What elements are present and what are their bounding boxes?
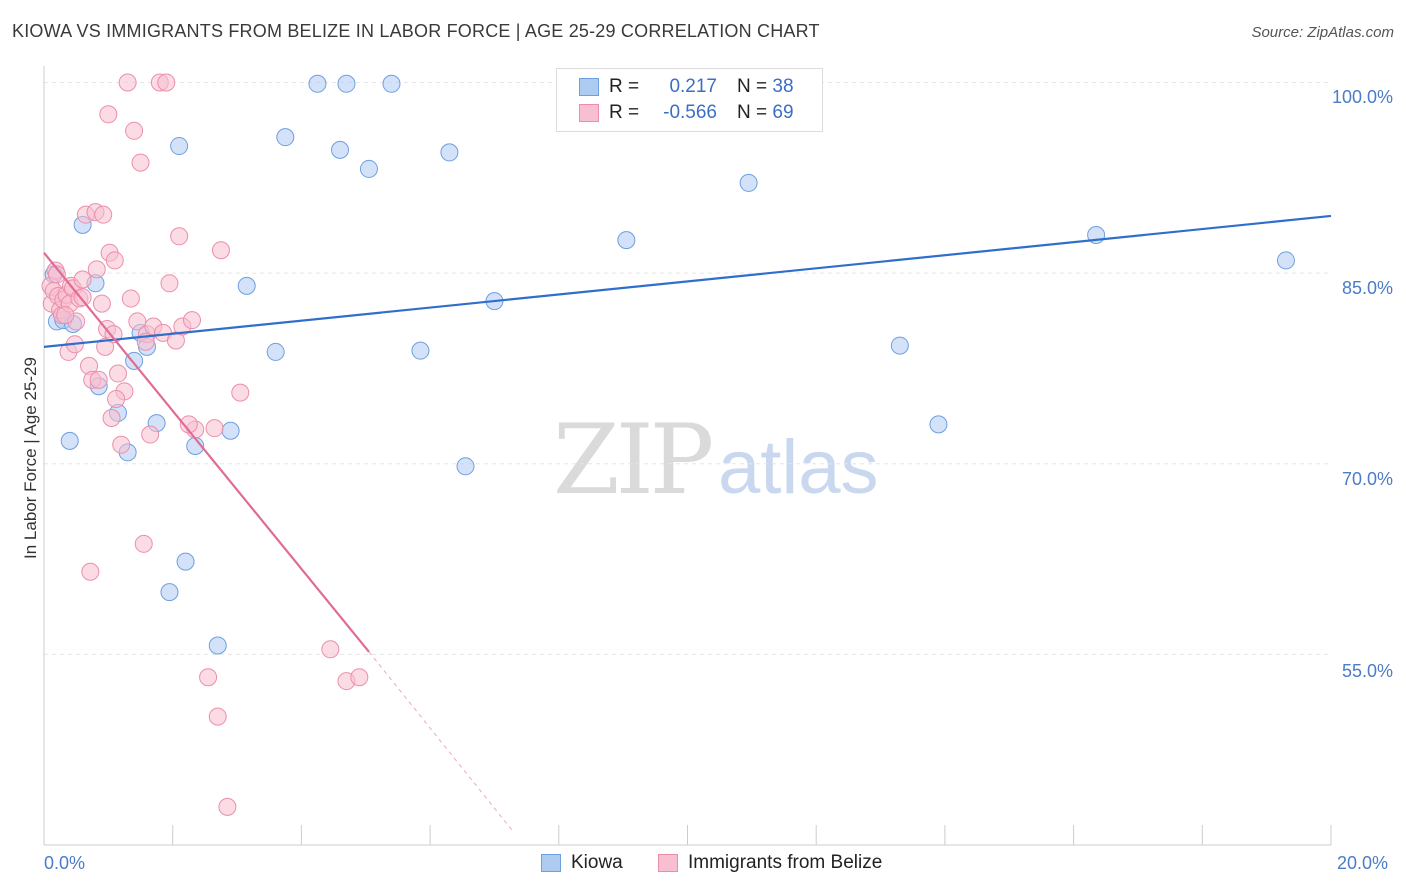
belize-point-48 [157, 73, 176, 92]
belize-point-33 [105, 251, 124, 270]
kiowa-point-28 [411, 341, 430, 360]
kiowa-point-14 [160, 583, 179, 602]
kiowa-trend-line [43, 214, 1332, 348]
belize-n-value: 69 [772, 102, 794, 123]
belize-point-29 [99, 105, 118, 124]
belize-point-31 [102, 409, 121, 428]
y-tick-label-70: 70.0% [1341, 469, 1393, 489]
belize-point-25 [92, 294, 111, 313]
kiowa-point-37 [1276, 251, 1295, 270]
belize-r-label: R = [609, 102, 640, 123]
belize-point-68 [179, 415, 198, 434]
belize-point-63 [350, 668, 369, 687]
belize-point-51 [170, 227, 189, 246]
belize-point-58 [211, 241, 230, 260]
belize-point-53 [183, 311, 202, 330]
belize-point-37 [118, 73, 137, 92]
belize-n-label: N = [737, 102, 768, 123]
source-label: Source: ZipAtlas.com [1251, 24, 1394, 41]
x-tick-label-0: 0.0% [44, 853, 86, 873]
belize-point-4 [47, 265, 66, 284]
kiowa-point-21 [266, 342, 285, 361]
kiowa-point-18 [208, 636, 227, 655]
belize-r-value: -0.566 [663, 102, 717, 123]
kiowa-point-16 [176, 552, 195, 571]
kiowa-swatch [579, 77, 599, 96]
belize-point-40 [128, 312, 147, 331]
kiowa-r-value: 0.217 [669, 76, 717, 97]
belize-point-64 [56, 306, 75, 325]
belize-point-59 [218, 797, 237, 816]
y-tick-label-85: 85.0% [1341, 278, 1393, 298]
belize-point-55 [199, 668, 218, 687]
bottom-legend-kiowa: Kiowa [541, 852, 623, 874]
belize-point-24 [89, 370, 108, 389]
y-tick-label-55: 55.0% [1341, 661, 1393, 681]
belize-point-56 [205, 419, 224, 438]
kiowa-point-20 [237, 276, 256, 295]
watermark-atlas: atlas [718, 425, 879, 510]
bottom-legend-belize: Immigrants from Belize [658, 852, 882, 874]
kiowa-point-27 [382, 74, 401, 93]
kiowa-point-30 [456, 457, 475, 476]
kiowa-n-label: N = [737, 76, 768, 97]
belize-point-49 [160, 274, 179, 293]
watermark-zip: ZIP [553, 404, 714, 516]
y-axis-label: In Labor Force | Age 25-29 [21, 357, 40, 559]
belize-point-35 [112, 435, 131, 454]
chart-title: KIOWA VS IMMIGRANTS FROM BELIZE IN LABOR… [12, 21, 820, 41]
belize-point-26 [94, 205, 113, 224]
kiowa-point-25 [337, 74, 356, 93]
belize-point-20 [81, 562, 100, 581]
belize-point-57 [208, 707, 227, 726]
bottom-kiowa-swatch [541, 853, 561, 872]
belize-point-27 [96, 337, 115, 356]
x-tick-label-20: 20.0% [1337, 853, 1389, 873]
kiowa-r-label: R = [609, 76, 640, 97]
belize-point-34 [109, 364, 128, 383]
belize-trend-extension [368, 651, 515, 833]
belize-point-42 [134, 534, 153, 553]
belize-point-60 [231, 383, 250, 402]
kiowa-point-19 [221, 421, 240, 440]
stats-legend: R = 0.217 N = 38 R = -0.566 N = 69 [556, 68, 823, 132]
kiowa-point-32 [617, 231, 636, 250]
kiowa-point-23 [308, 74, 327, 93]
belize-point-23 [87, 260, 106, 279]
kiowa-point-29 [440, 143, 459, 162]
bottom-belize-swatch [658, 853, 678, 872]
bottom-kiowa-label: Kiowa [571, 852, 623, 873]
legend-row-belize: R = -0.566 N = 69 [579, 102, 794, 126]
belize-swatch [579, 103, 599, 122]
kiowa-point-22 [276, 128, 295, 147]
belize-point-65 [73, 288, 92, 307]
kiowa-point-15 [170, 137, 189, 156]
legend-row-kiowa: R = 0.217 N = 38 [579, 76, 794, 100]
kiowa-point-4 [60, 431, 79, 450]
belize-point-41 [131, 153, 150, 172]
belize-point-38 [121, 289, 140, 308]
belize-point-44 [141, 425, 160, 444]
kiowa-point-26 [359, 159, 378, 178]
y-tick-label-100: 100.0% [1331, 87, 1393, 107]
kiowa-point-35 [929, 415, 948, 434]
kiowa-point-34 [890, 336, 909, 355]
belize-point-66 [107, 389, 126, 408]
belize-point-61 [321, 640, 340, 659]
belize-trend-line [43, 252, 370, 653]
belize-point-39 [125, 121, 144, 140]
belize-point-17 [73, 270, 92, 289]
kiowa-n-value: 38 [772, 76, 794, 97]
bottom-belize-label: Immigrants from Belize [688, 852, 883, 873]
kiowa-point-33 [739, 173, 758, 192]
kiowa-point-24 [331, 140, 350, 159]
